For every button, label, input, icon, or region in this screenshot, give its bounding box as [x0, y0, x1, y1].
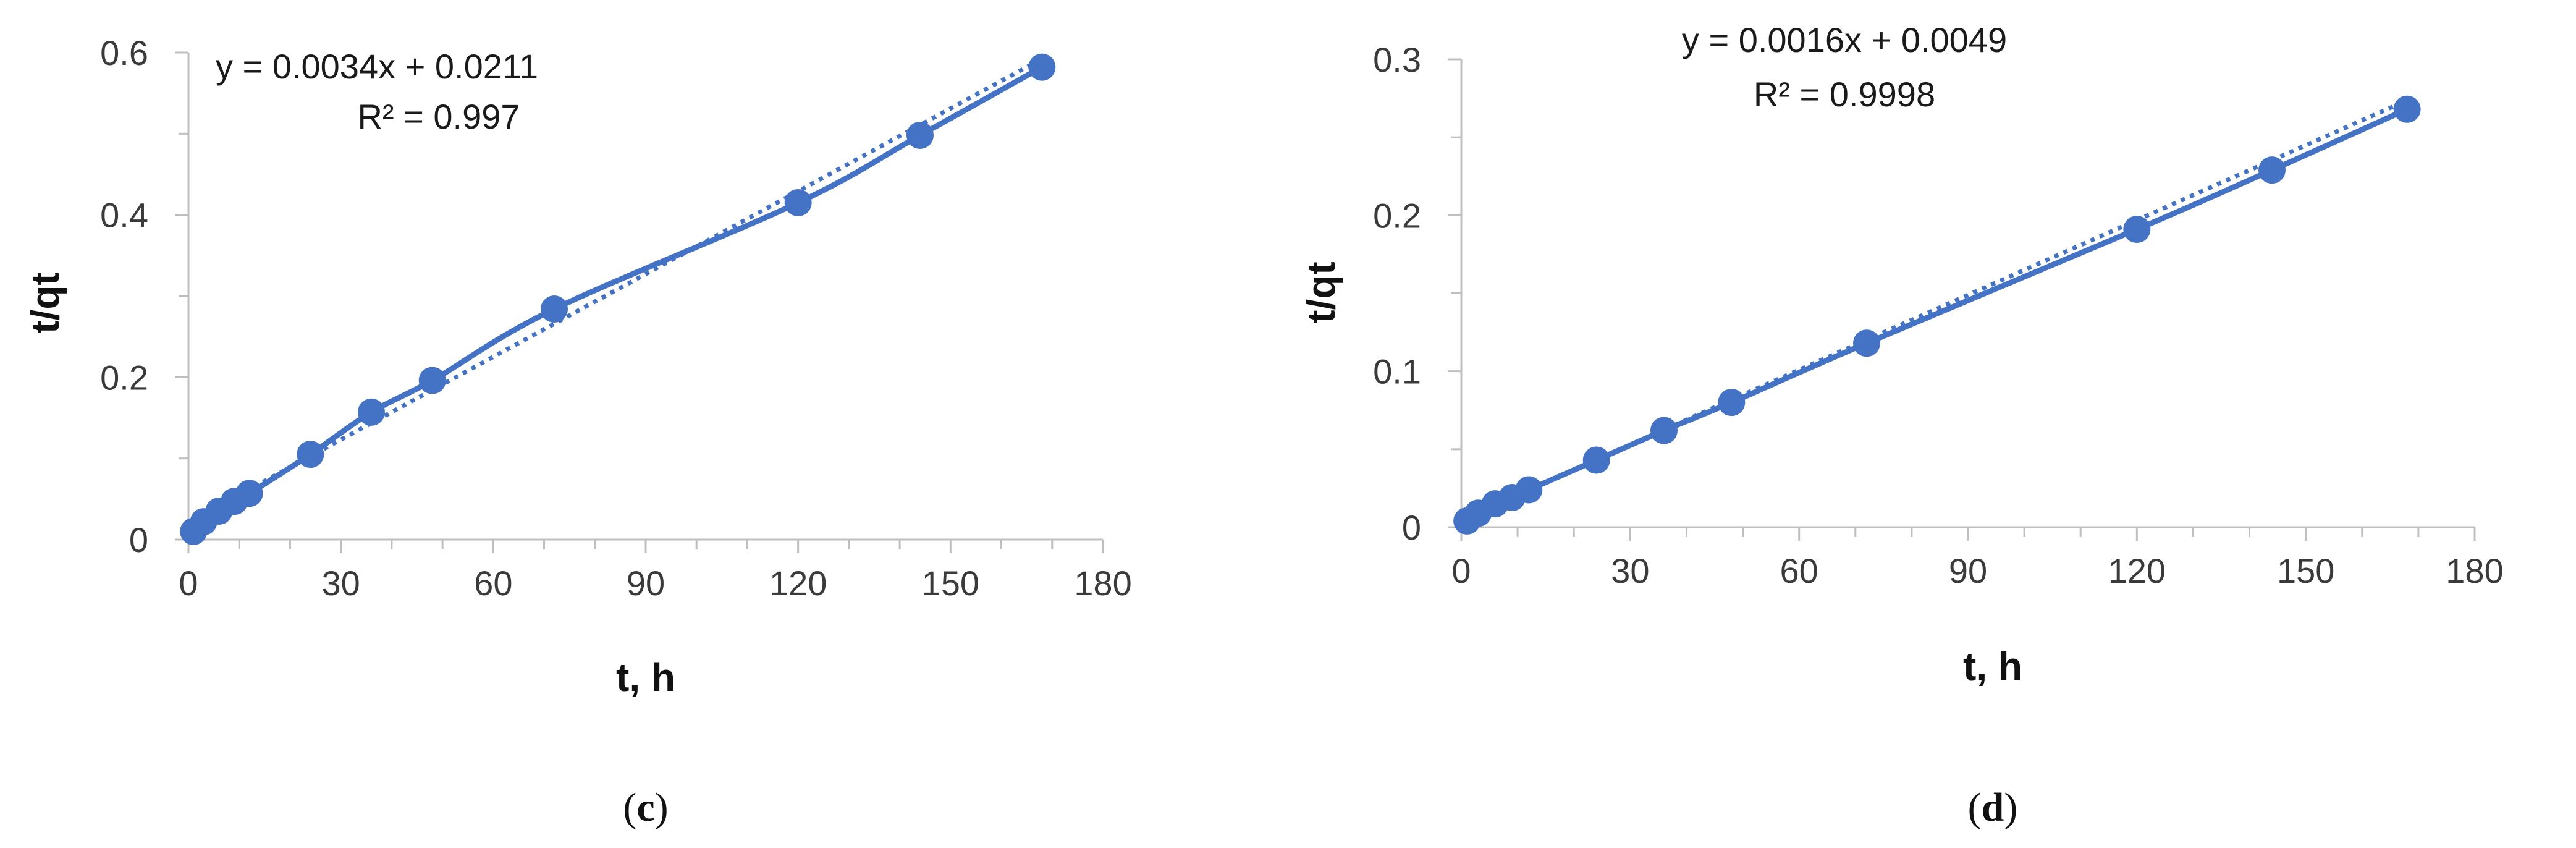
x-tick-label-d: 180	[2446, 551, 2503, 590]
x-tick-label-d: 0	[1451, 551, 1471, 590]
data-point-c	[235, 480, 263, 507]
y-tick-label-d: 0	[1402, 508, 1421, 547]
y-tick-label-c: 0.6	[100, 33, 148, 72]
y-tick-label-c: 0.4	[100, 196, 148, 235]
data-point-c	[906, 121, 934, 149]
data-point-d	[1582, 446, 1610, 474]
data-point-c	[541, 295, 568, 323]
x-tick-label-c: 180	[1074, 564, 1131, 603]
axes-d: 0 30 60 90 120 150 180 0 0.1 0.2 0.3	[1373, 40, 2504, 590]
chart-panel-d: 0 30 60 90 120 150 180 0 0.1 0.2 0.3 y = 0.0016x +…	[1299, 20, 2504, 830]
y-axis-title-d: t/qt	[1299, 261, 1343, 323]
x-tick-label-d: 120	[2108, 551, 2166, 590]
panel-label-letter-d: d	[1982, 785, 2004, 830]
equation-label-d: y = 0.0016x + 0.0049	[1682, 20, 2007, 59]
axes-c: 0 30 60 90 120 150 180 0 0.2 0.4 0.6	[100, 33, 1132, 603]
x-tick-label-c: 90	[627, 564, 665, 603]
data-point-c	[1028, 53, 1056, 81]
x-tick-label-c: 120	[769, 564, 827, 603]
chart-panel-c: 0 30 60 90 120 150 180 0 0.2 0.4 0.6 y = 0.0034x +…	[23, 33, 1132, 830]
data-points-c	[180, 53, 1056, 545]
data-point-d	[1650, 417, 1678, 444]
data-point-d	[2123, 216, 2151, 244]
data-point-c	[297, 441, 324, 469]
x-axis-title-d: t, h	[1963, 644, 2022, 689]
x-tick-label-c: 60	[474, 564, 512, 603]
r-squared-label-d: R² = 0.9998	[1754, 75, 1935, 114]
x-tick-label-d: 90	[1949, 551, 1987, 590]
panel-label-c: (c)	[623, 785, 668, 830]
y-tick-label-d: 0.1	[1373, 352, 1421, 391]
data-point-d	[1515, 476, 1543, 504]
panel-label-letter-c: c	[636, 785, 654, 830]
y-tick-label-c: 0	[129, 520, 148, 559]
r-squared-label-c: R² = 0.997	[357, 97, 520, 136]
y-tick-label-d: 0.2	[1373, 196, 1421, 235]
y-axis-title-c: t/qt	[23, 272, 67, 334]
y-tick-label-d: 0.3	[1373, 40, 1421, 79]
data-point-d	[2258, 156, 2286, 184]
x-tick-label-d: 60	[1780, 551, 1818, 590]
x-tick-label-d: 150	[2277, 551, 2334, 590]
x-tick-label-c: 150	[922, 564, 979, 603]
y-tick-label-c: 0.2	[100, 358, 148, 397]
x-tick-label-c: 0	[179, 564, 198, 603]
panel-label-d: (d)	[1968, 785, 2018, 830]
data-points-d	[1453, 95, 2421, 535]
data-point-d	[1718, 389, 1746, 417]
x-tick-label-c: 30	[322, 564, 360, 603]
data-point-d	[2393, 95, 2421, 123]
x-tick-label-d: 30	[1611, 551, 1649, 590]
data-point-c	[418, 367, 446, 394]
data-point-d	[1853, 329, 1880, 357]
trendline-path-c	[192, 57, 1044, 522]
x-axis-title-c: t, h	[616, 655, 675, 700]
data-point-c	[358, 398, 385, 426]
trendline-c	[192, 57, 1044, 522]
equation-label-c: y = 0.0034x + 0.0211	[216, 47, 538, 86]
data-point-c	[784, 189, 812, 216]
